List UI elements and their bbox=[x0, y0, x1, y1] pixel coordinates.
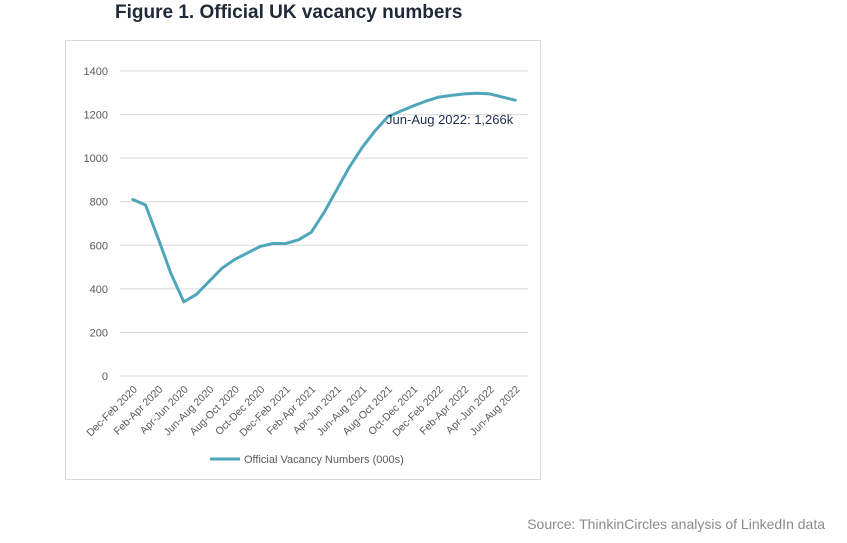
y-tick-label: 0 bbox=[102, 371, 108, 383]
y-tick-label: 1000 bbox=[84, 153, 108, 165]
y-tick-label: 1200 bbox=[84, 110, 108, 122]
legend: Official Vacancy Numbers (000s) bbox=[210, 454, 404, 466]
y-tick-label: 1400 bbox=[84, 66, 108, 78]
annotation-label: Jun-Aug 2022: 1,266k bbox=[386, 112, 514, 127]
y-axis-ticks: 0 200 400 600 800 1000 1200 1400 bbox=[84, 66, 108, 383]
y-tick-label: 800 bbox=[90, 197, 108, 209]
y-tick-label: 200 bbox=[90, 327, 108, 339]
series-line bbox=[131, 91, 517, 304]
legend-label: Official Vacancy Numbers (000s) bbox=[244, 454, 404, 466]
y-tick-label: 400 bbox=[90, 284, 108, 296]
chart-frame: 0 200 400 600 800 1000 1200 1400 Dec-Feb 2020 Fe… bbox=[65, 40, 541, 480]
chart-gridlines bbox=[120, 70, 528, 377]
vacancy-line-chart: 0 200 400 600 800 1000 1200 1400 Dec-Feb 2020Fe… bbox=[84, 66, 528, 466]
source-note: Source: ThinkinCircles analysis of Linke… bbox=[527, 516, 825, 532]
y-tick-label: 600 bbox=[90, 240, 108, 252]
figure-title: Figure 1. Official UK vacancy numbers bbox=[115, 2, 463, 23]
